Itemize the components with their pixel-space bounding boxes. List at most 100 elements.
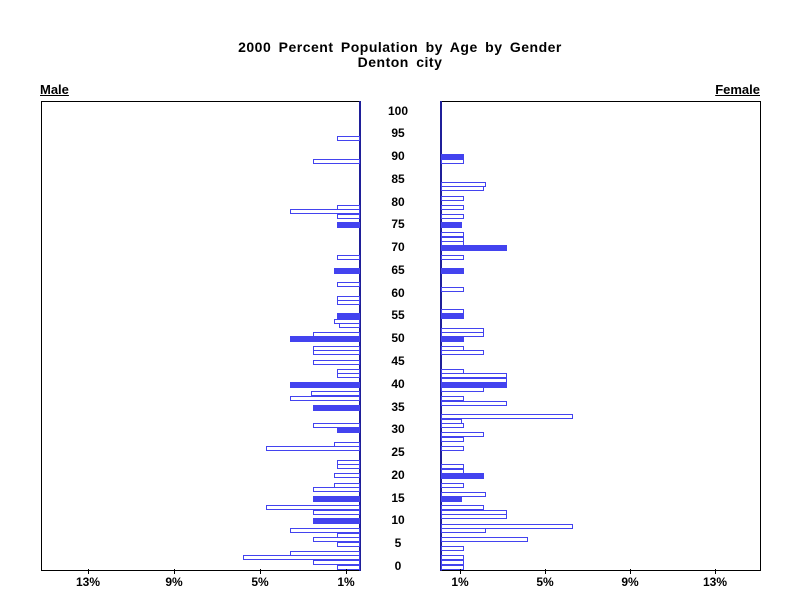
male-pct-9-tick	[174, 569, 175, 574]
female-bar-age-83	[441, 186, 484, 191]
male-pct-1-tick	[346, 569, 347, 574]
male-bar-age-5	[337, 542, 360, 547]
male-bar-age-0	[337, 565, 360, 570]
female-bar-age-4	[441, 546, 464, 551]
female-bar-age-68	[441, 255, 464, 260]
female-bar-age-28	[441, 437, 464, 442]
female-bar-age-31	[441, 423, 464, 428]
age-label-40: 40	[391, 377, 405, 391]
female-bar-age-89	[441, 159, 464, 164]
female-pyramid-panel	[440, 101, 761, 571]
male-bar-age-50	[290, 336, 360, 342]
female-pct-13-tick	[715, 569, 716, 574]
female-bar-age-11	[441, 514, 507, 519]
male-bar-age-38	[311, 391, 360, 396]
female-bar-age-9	[441, 524, 573, 529]
female-bar-age-39	[441, 387, 484, 392]
chart-title-block: 2000 Percent Population by Age by Gender…	[0, 40, 800, 70]
female-bar-age-37	[441, 396, 464, 401]
female-bar-age-8	[441, 528, 486, 533]
male-panel-label: Male	[40, 82, 69, 97]
female-pct-9-label: 9%	[621, 575, 639, 589]
male-pct-5-label: 5%	[251, 575, 269, 589]
male-bar-age-26	[266, 446, 360, 451]
female-pct-1-tick	[460, 569, 461, 574]
age-label-30: 30	[391, 422, 405, 436]
age-label-95: 95	[391, 126, 405, 140]
age-label-15: 15	[391, 491, 405, 505]
age-label-5: 5	[394, 536, 402, 550]
female-bar-age-20	[441, 473, 484, 479]
age-label-55: 55	[391, 308, 405, 322]
male-bar-age-45	[313, 360, 360, 365]
female-pct-5-label: 5%	[536, 575, 554, 589]
male-bar-age-15	[313, 496, 360, 502]
male-bar-age-13	[266, 505, 360, 510]
male-bar-age-75	[337, 222, 360, 228]
male-pct-13-tick	[88, 569, 89, 574]
male-bar-age-53	[339, 323, 360, 328]
male-bar-age-78	[290, 209, 360, 214]
female-bar-age-70	[441, 245, 507, 251]
female-bar-age-77	[441, 214, 464, 219]
male-bar-age-68	[337, 255, 360, 260]
female-bar-age-40	[441, 382, 507, 388]
female-bar-age-33	[441, 414, 573, 419]
male-bar-age-37	[290, 396, 360, 401]
male-bar-age-31	[313, 423, 360, 428]
male-bar-age-30	[337, 427, 360, 433]
male-bar-age-35	[313, 405, 360, 411]
male-bar-age-20	[334, 473, 360, 478]
female-bar-age-26	[441, 446, 464, 451]
age-label-35: 35	[391, 400, 405, 414]
age-label-20: 20	[391, 468, 405, 482]
male-bar-age-17	[313, 487, 360, 492]
male-pct-5-tick	[260, 569, 261, 574]
male-bar-age-94	[337, 136, 360, 141]
chart-title: 2000 Percent Population by Age by Gender	[238, 39, 562, 55]
male-bar-age-55	[337, 313, 360, 319]
female-bar-age-73	[441, 232, 464, 237]
female-bar-age-15	[441, 496, 462, 502]
male-pct-1-label: 1%	[337, 575, 355, 589]
age-label-85: 85	[391, 172, 405, 186]
age-label-45: 45	[391, 354, 405, 368]
age-label-100: 100	[387, 104, 409, 118]
age-label-25: 25	[391, 445, 405, 459]
male-bar-age-58	[337, 300, 360, 305]
age-label-50: 50	[391, 331, 405, 345]
male-pyramid-panel	[41, 101, 361, 571]
female-bar-age-42	[441, 373, 507, 378]
male-bar-age-10	[313, 518, 360, 524]
age-label-90: 90	[391, 149, 405, 163]
female-bar-age-1	[441, 560, 464, 565]
female-pct-9-tick	[630, 569, 631, 574]
age-label-80: 80	[391, 195, 405, 209]
male-bar-age-47	[313, 350, 360, 355]
male-pct-9-label: 9%	[165, 575, 183, 589]
female-bar-age-22	[441, 464, 464, 469]
age-label-75: 75	[391, 217, 405, 231]
female-pct-13-label: 13%	[702, 575, 728, 589]
female-bar-age-79	[441, 205, 464, 210]
male-bar-age-1	[313, 560, 360, 565]
male-bar-age-65	[334, 268, 360, 274]
female-bar-age-18	[441, 483, 464, 488]
female-bar-age-6	[441, 537, 528, 542]
male-bar-age-42	[337, 373, 360, 378]
male-bar-age-22	[337, 464, 360, 469]
female-bar-age-75	[441, 222, 462, 228]
female-bar-age-13	[441, 505, 484, 510]
female-bar-age-81	[441, 196, 464, 201]
female-bar-age-90	[441, 154, 464, 160]
male-pct-13-label: 13%	[75, 575, 101, 589]
female-bar-age-16	[441, 492, 486, 497]
female-bar-age-55	[441, 313, 464, 319]
female-bar-age-36	[441, 401, 507, 406]
female-pct-5-tick	[545, 569, 546, 574]
age-label-0: 0	[394, 559, 402, 573]
female-pct-1-label: 1%	[451, 575, 469, 589]
female-bar-age-0	[441, 565, 464, 570]
age-label-70: 70	[391, 240, 405, 254]
